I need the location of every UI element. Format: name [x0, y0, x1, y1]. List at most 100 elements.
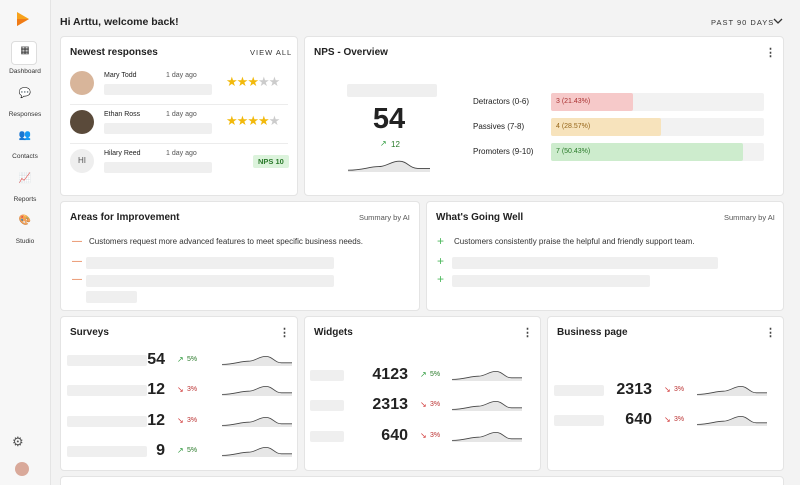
nav-icon[interactable]: 💬 — [18, 87, 32, 99]
menu[interactable]: ⋮ — [765, 47, 776, 59]
change-arrow: ↘ — [177, 385, 184, 395]
plus: + — [437, 272, 445, 286]
going-well-card — [426, 201, 784, 311]
placeholder — [86, 291, 137, 303]
nav-label[interactable]: Dashboard — [9, 68, 41, 75]
rating: ★★★★★ — [226, 74, 280, 89]
settings-icon[interactable]: ⚙ — [12, 434, 24, 449]
change: 3% — [187, 386, 198, 394]
ai-tag: Summary by AI — [359, 213, 410, 222]
nps-change-arrow: ↗ — [380, 139, 387, 148]
change-arrow: ↘ — [664, 415, 671, 425]
dash: — — [72, 274, 82, 285]
sparkline — [696, 410, 767, 431]
card-title: Areas for Improvement — [70, 212, 180, 223]
plus: + — [437, 234, 445, 248]
time: 1 day ago — [166, 150, 197, 157]
summary-text: Customers consistently praise the helpfu… — [454, 237, 695, 246]
user-avatar[interactable] — [15, 462, 29, 476]
metric-value: 4123 — [372, 366, 408, 383]
placeholder — [452, 275, 650, 287]
sparkline — [221, 411, 292, 432]
bar-label: 4 (28.57%) — [556, 123, 591, 130]
nav-label[interactable]: Studio — [15, 238, 35, 245]
nps-row-label: Passives (7-8) — [473, 122, 525, 131]
change-arrow: ↗ — [177, 355, 184, 364]
change-arrow: ↘ — [664, 385, 671, 394]
chevron[interactable] — [773, 17, 783, 25]
placeholder — [310, 400, 344, 412]
improvement-card — [60, 201, 420, 311]
avatar — [70, 110, 94, 134]
placeholder — [310, 430, 344, 442]
plus: + — [437, 254, 445, 268]
divider — [70, 104, 288, 105]
nav-label[interactable]: Contacts — [12, 153, 38, 160]
nav-label[interactable]: Reports — [13, 195, 37, 203]
avatar — [70, 71, 94, 95]
menu[interactable]: ⋮ — [765, 327, 776, 339]
nav-icon[interactable]: 👥 — [18, 130, 32, 141]
metric-value: 640 — [381, 426, 408, 444]
change: 3% — [187, 416, 198, 424]
metric-value: 9 — [156, 441, 165, 459]
time: 1 day ago — [166, 72, 197, 79]
summary-text: Customers request more advanced features… — [89, 237, 363, 246]
change-arrow: ↗ — [420, 370, 427, 379]
metric-value: 2313 — [616, 381, 652, 398]
change-arrow: ↗ — [177, 445, 184, 455]
name: Ethan Ross — [104, 111, 141, 118]
sidebar — [0, 0, 51, 485]
view-all[interactable]: VIEW ALL — [250, 48, 293, 57]
change-arrow: ↘ — [177, 415, 184, 425]
menu[interactable]: ⋮ — [279, 327, 290, 339]
placeholder — [104, 123, 212, 134]
placeholder — [86, 257, 334, 269]
name: Mary Todd — [104, 72, 137, 79]
placeholder — [554, 385, 604, 396]
placeholder — [67, 445, 147, 457]
change-arrow: ↘ — [420, 430, 427, 440]
nav-icon[interactable]: 📈 — [18, 172, 32, 184]
metric-value: 12 — [147, 381, 165, 399]
greeting: Hi Arttu, welcome back! — [60, 16, 179, 28]
sparkline — [451, 395, 522, 416]
dash: — — [72, 256, 82, 267]
menu[interactable]: ⋮ — [522, 327, 533, 339]
nps-row-label: Promoters (9-10) — [473, 147, 534, 156]
change-arrow: ↘ — [420, 400, 427, 410]
nav-icon[interactable]: 🎨 — [18, 215, 32, 226]
placeholder — [554, 415, 604, 427]
avatar: HI — [70, 149, 94, 173]
bar — [551, 143, 743, 161]
time: 1 day ago — [166, 111, 197, 118]
change: 5% — [430, 371, 441, 378]
placeholder — [67, 355, 147, 366]
name: Hilary Reed — [104, 150, 141, 157]
placeholder — [104, 162, 212, 173]
sparkline — [221, 441, 292, 462]
change: 5% — [187, 446, 198, 454]
period-select[interactable]: PAST 90 DAYS — [711, 18, 775, 27]
placeholder — [310, 370, 344, 381]
sparkline — [221, 380, 292, 401]
card-title: Widgets — [314, 327, 353, 338]
bar — [551, 93, 634, 111]
metric-value: 640 — [625, 411, 652, 429]
placeholder — [67, 385, 147, 397]
nps-row-label: Detractors (0-6) — [473, 97, 530, 106]
nav-label[interactable]: Responses — [8, 110, 42, 118]
placeholder — [104, 84, 212, 95]
metric-value: 54 — [147, 351, 165, 368]
sparkline — [696, 380, 767, 401]
card-title: Surveys — [70, 327, 109, 338]
rating: ★★★★★ — [226, 113, 280, 128]
placeholder — [67, 415, 147, 427]
sparkline — [451, 426, 522, 447]
nav-icon[interactable]: ▦ — [20, 45, 30, 56]
nps-badge: NPS 10 — [253, 155, 289, 168]
logo[interactable] — [15, 10, 31, 28]
change: 3% — [430, 401, 441, 409]
sparkline — [221, 350, 292, 371]
